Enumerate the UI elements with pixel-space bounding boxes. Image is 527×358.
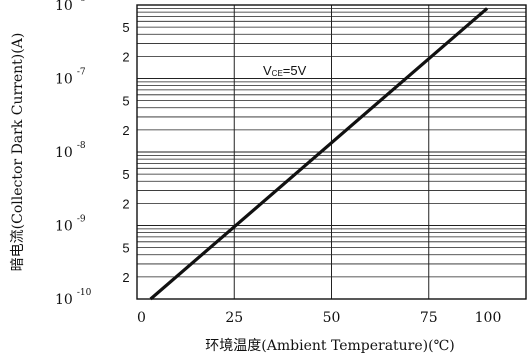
- x-tick-label: 25: [225, 310, 243, 326]
- y-tick-label-minor: 5: [122, 241, 129, 256]
- y-tick-label-minor: 5: [122, 20, 129, 35]
- y-tick-label-decade: 10 -10: [55, 288, 92, 308]
- y-tick-label-minor: 5: [122, 167, 129, 182]
- x-tick-label: 100: [475, 310, 502, 326]
- x-tick-labels: 0 25 50 75 100: [137, 310, 501, 326]
- y-tick-label-decade: 10 -7: [55, 68, 86, 88]
- y-tick-label-decade: 10-6: [55, 0, 86, 14]
- vce-annotation-rest: =5V: [283, 63, 307, 78]
- x-tick-label: 0: [137, 310, 146, 326]
- series-line: [149, 7, 489, 301]
- y-tick-label-minor: 2: [122, 270, 129, 285]
- y-tick-label-minor: 2: [122, 123, 129, 138]
- y-tick-label-minor: 2: [122, 196, 129, 211]
- x-tick-label: 50: [323, 310, 341, 326]
- x-tick-label: 75: [420, 310, 438, 326]
- y-tick-label-minor: 2: [122, 49, 129, 64]
- y-tick-labels: 10-6 10-7 10-8 10-9 10-10 5 2 5 2 5 2 5 2: [55, 0, 130, 308]
- grid: [137, 5, 526, 299]
- y-tick-label-minor: 5: [122, 94, 129, 109]
- y-tick-label-decade: 10 -8: [55, 141, 86, 161]
- vce-annotation-main: V: [263, 63, 272, 78]
- vce-annotation: VCE=5V: [263, 63, 307, 78]
- x-axis-label: 环境温度(Ambient Temperature)(℃): [205, 338, 454, 354]
- series-group: [149, 7, 489, 301]
- y-axis-label: 暗电流(Collector Dark Current)(A): [10, 33, 26, 272]
- vce-annotation-sub: CE: [272, 69, 283, 78]
- y-tick-label-decade: 10 -9: [55, 215, 86, 235]
- plot-frame: [136, 4, 527, 300]
